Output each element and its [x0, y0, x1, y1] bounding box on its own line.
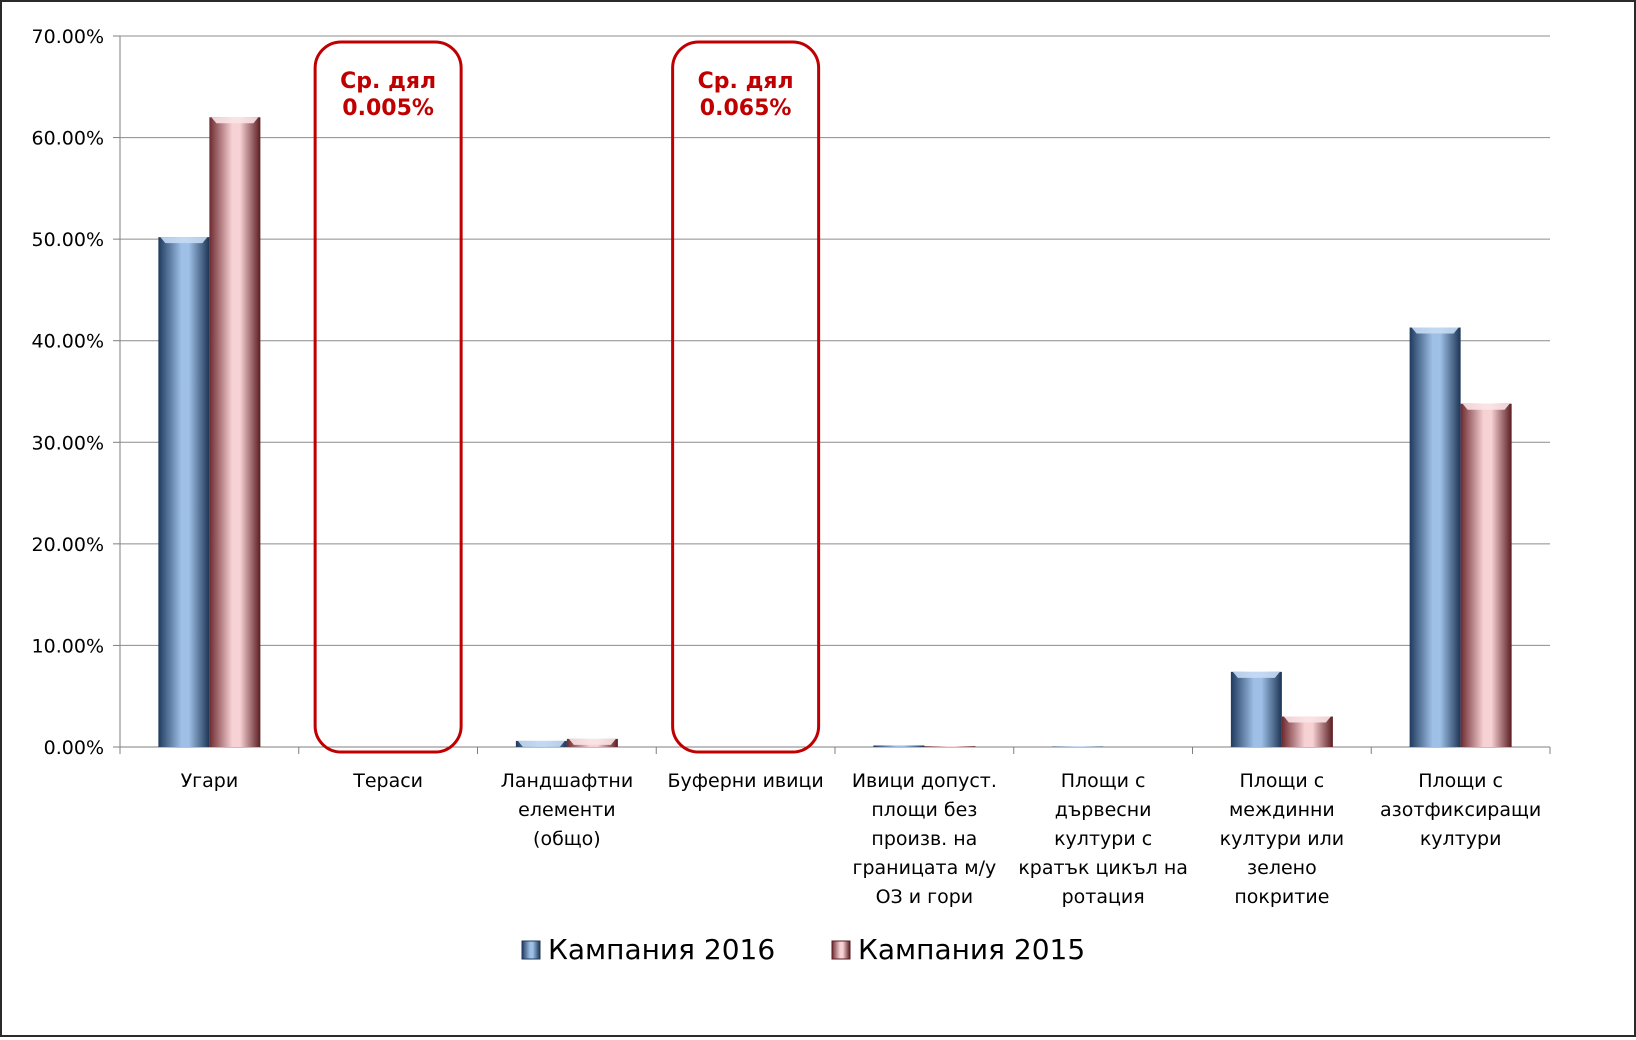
- x-tick-label: Угари: [181, 770, 239, 792]
- x-tick-label: Ивици допуст. площи без произв. на границат…: [852, 770, 997, 908]
- annotation-box: [671, 40, 821, 754]
- y-tick-label: 30.00%: [32, 432, 104, 454]
- y-tick-label: 60.00%: [32, 128, 104, 150]
- x-tick-label: Площи с междинни култури или зелено покритие: [1220, 770, 1344, 908]
- x-tick-label: Ландшафтни елементи (общо): [501, 770, 634, 850]
- y-tick-label: 70.00%: [32, 26, 104, 48]
- bar-2016: [873, 745, 925, 747]
- y-tick-label: 50.00%: [32, 229, 104, 251]
- annotation-box: [313, 40, 463, 754]
- legend-label: Кампания 2016: [548, 933, 775, 966]
- x-tick-label: Площи с дървесни култури с кратък цикъл на р…: [1018, 770, 1188, 908]
- x-tick-label: Буферни ивици: [667, 770, 823, 792]
- y-tick-label: 20.00%: [32, 534, 104, 556]
- bar-bevel: [1232, 671, 1280, 678]
- y-tick-label: 40.00%: [32, 331, 104, 353]
- bar-bevel: [1462, 403, 1510, 410]
- legend-swatch-2016: [521, 940, 541, 960]
- legend-swatch-2015: [831, 940, 851, 960]
- bar-2016: [1052, 746, 1104, 747]
- bar-2015: [924, 746, 976, 747]
- bar-2016: [158, 237, 210, 747]
- bar-bevel: [517, 740, 565, 747]
- annotation-text: Ср. дял 0.065%: [698, 69, 794, 121]
- bar-bevel: [160, 237, 208, 244]
- bar-bevel: [1283, 716, 1331, 723]
- annotation-text: Ср. дял 0.005%: [340, 69, 436, 121]
- y-tick-label: 0.00%: [44, 737, 104, 759]
- bar-bevel: [211, 117, 259, 124]
- bar-bevel: [568, 738, 616, 745]
- bar-2016: [1409, 327, 1461, 747]
- y-tick-label: 10.00%: [32, 635, 104, 657]
- legend-label: Кампания 2015: [858, 933, 1085, 966]
- x-tick-label: Тераси: [352, 770, 423, 792]
- bar-2016: [1230, 671, 1282, 747]
- x-tick-label: Площи с азотфиксиращи култури: [1380, 770, 1541, 850]
- bar-2015: [209, 117, 261, 747]
- bar-2015: [1460, 403, 1512, 747]
- bar-bevel: [1411, 327, 1459, 334]
